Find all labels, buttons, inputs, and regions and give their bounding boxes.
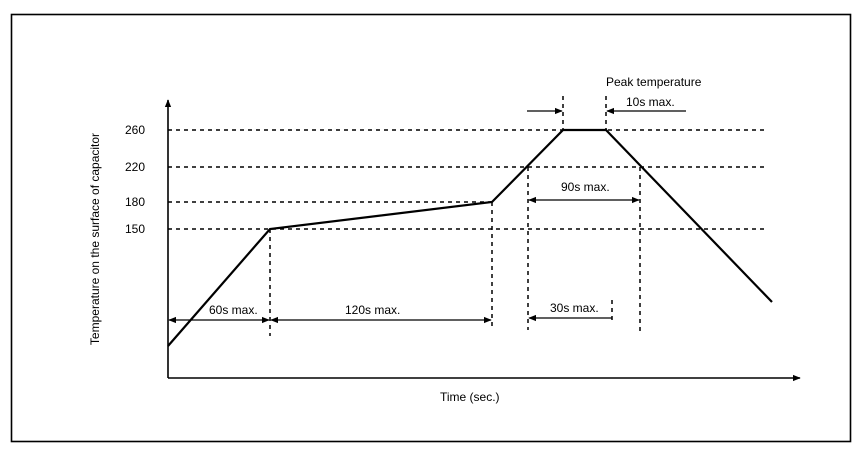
diagram-border bbox=[10, 13, 852, 443]
label-preheat: 60s max. bbox=[209, 303, 258, 317]
temperature-reference-lines bbox=[168, 129, 765, 230]
label-ramp-to-peak: 30s max. bbox=[550, 301, 599, 315]
label-peak-temperature: Peak temperature bbox=[606, 75, 702, 89]
time-markers bbox=[269, 96, 641, 336]
label-soak: 120s max. bbox=[345, 303, 400, 317]
y-axis-label: Temperature on the surface of capacitor bbox=[88, 133, 102, 345]
tick-label-150: 150 bbox=[125, 222, 145, 236]
label-above-220: 90s max. bbox=[561, 180, 610, 194]
temperature-tick-labels: 260 220 180 150 bbox=[125, 123, 145, 236]
interval-arrows bbox=[168, 107, 686, 324]
label-peak-hold: 10s max. bbox=[626, 95, 675, 109]
tick-label-180: 180 bbox=[125, 195, 145, 209]
tick-label-220: 220 bbox=[125, 160, 145, 174]
tick-label-260: 260 bbox=[125, 123, 145, 137]
temperature-profile-curve bbox=[167, 128, 773, 347]
x-axis-label: Time (sec.) bbox=[440, 390, 500, 404]
